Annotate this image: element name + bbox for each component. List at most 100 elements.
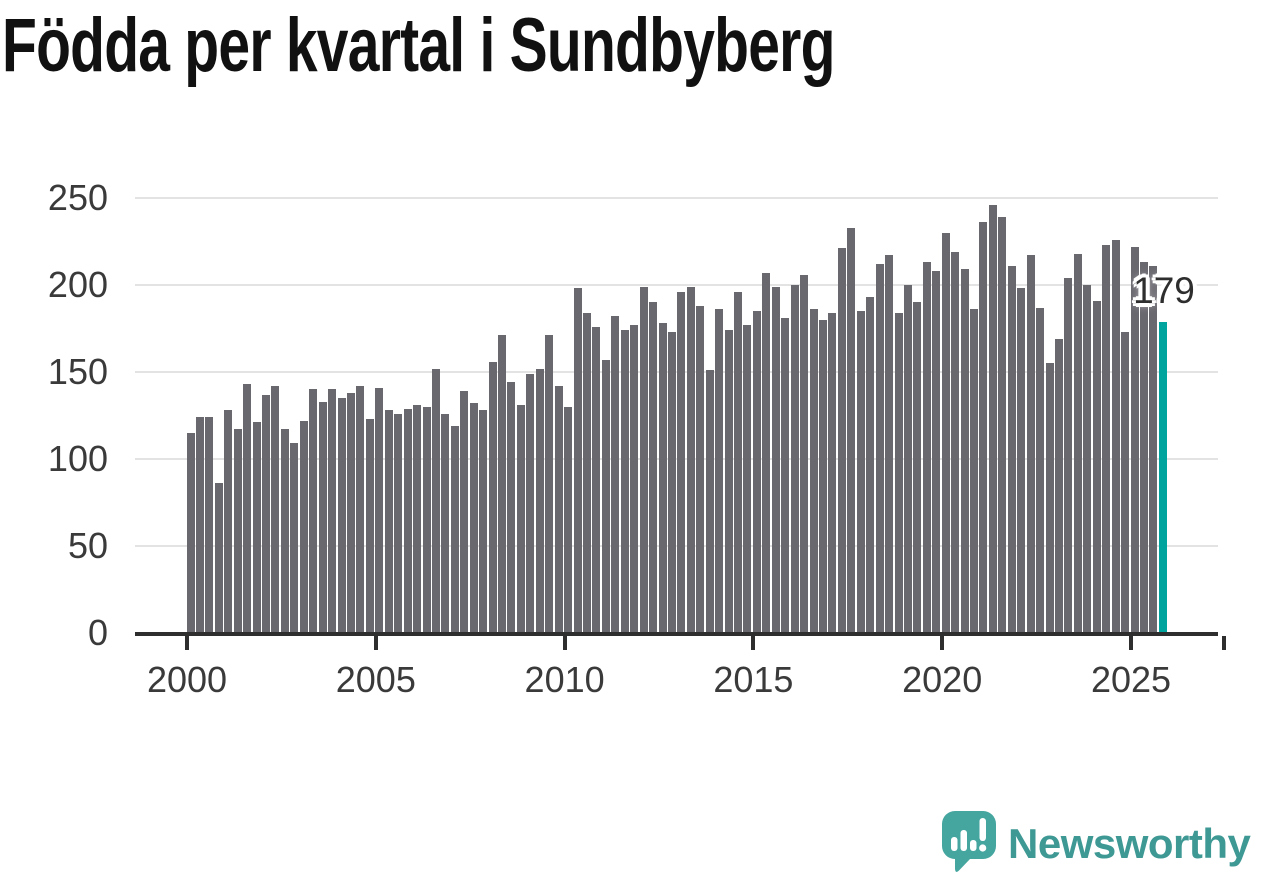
- bar-2019q2: [913, 302, 922, 633]
- bar-2009q1: [526, 373, 535, 633]
- bar-2010q4: [592, 326, 601, 633]
- gridline-150: [135, 371, 1218, 373]
- bar-2006q1: [413, 405, 422, 633]
- bar-2023q1: [1054, 338, 1063, 633]
- bar-2003q3: [318, 401, 327, 633]
- bar-2006q3: [431, 368, 440, 633]
- bar-2011q1: [601, 359, 610, 633]
- bar-2000q1: [186, 432, 195, 633]
- bar-2018q3: [885, 255, 894, 633]
- bar-2007q1: [450, 425, 459, 633]
- bar-2008q1: [488, 361, 497, 633]
- bar-2020q3: [960, 269, 969, 633]
- bar-2010q1: [564, 406, 573, 633]
- bar-2002q2: [271, 385, 280, 633]
- bar-2023q3: [1073, 253, 1082, 633]
- x-tick-2005: [373, 636, 378, 650]
- bar-2003q1: [299, 420, 308, 633]
- bar-2007q3: [469, 403, 478, 633]
- bar-2009q3: [545, 335, 554, 633]
- bar-2008q2: [498, 335, 507, 633]
- gridline-50: [135, 545, 1218, 547]
- bar-2005q2: [384, 410, 393, 633]
- bar-2016q4: [818, 319, 827, 633]
- bar-2007q4: [479, 410, 488, 633]
- bar-2021q3: [998, 217, 1007, 633]
- x-tick-2015: [751, 636, 756, 650]
- bar-2019q3: [922, 262, 931, 633]
- bar-2017q1: [828, 312, 837, 633]
- bar-2000q3: [205, 417, 214, 633]
- bar-2013q1: [677, 291, 686, 633]
- x-tick-2025: [1129, 636, 1133, 650]
- highlight-value-label: 179: [1133, 270, 1195, 311]
- x-axis-label-2020: 2020: [902, 659, 983, 700]
- bar-2019q4: [932, 271, 941, 633]
- bar-2010q2: [573, 288, 582, 633]
- bar-2012q3: [658, 323, 667, 633]
- y-axis-label-0: 0: [87, 612, 108, 653]
- bar-2000q2: [195, 417, 204, 633]
- bar-2022q1: [1017, 288, 1026, 633]
- bar-2020q1: [941, 232, 950, 633]
- bar-2002q1: [262, 394, 271, 633]
- x-tick-2020: [940, 636, 945, 650]
- bar-2023q2: [1064, 278, 1073, 633]
- x-tick-axis-end: [1222, 636, 1226, 650]
- chart-title: Födda per kvartal i Sundbyberg: [2, 3, 835, 88]
- bar-2004q1: [337, 398, 346, 633]
- bar-2014q3: [734, 291, 743, 633]
- bar-2010q3: [582, 312, 591, 633]
- bar-2015q4: [781, 318, 790, 633]
- x-axis-label-2005: 2005: [335, 659, 416, 700]
- y-axis-label-50: 50: [67, 525, 108, 566]
- bar-2004q3: [356, 385, 365, 633]
- y-axis-label-100: 100: [47, 438, 108, 479]
- bar-2012q4: [667, 331, 676, 633]
- bar-2008q4: [516, 405, 525, 633]
- bar-2017q3: [847, 227, 856, 633]
- bar-2017q4: [856, 311, 865, 633]
- gridline-100: [135, 458, 1218, 460]
- bar-2011q4: [630, 325, 639, 633]
- bar-2000q4: [214, 483, 223, 633]
- bar-2023q4: [1083, 285, 1092, 633]
- bar-2001q2: [233, 429, 242, 633]
- bar-2003q2: [309, 389, 318, 633]
- bar-2004q2: [346, 392, 355, 633]
- bar-2015q2: [762, 272, 771, 633]
- bar-2012q1: [639, 286, 648, 633]
- bar-2005q1: [375, 387, 384, 633]
- bar-2017q2: [837, 248, 846, 633]
- bar-2007q2: [460, 391, 469, 633]
- newsworthy-wordmark: Newsworthy: [1008, 820, 1251, 867]
- bar-2008q3: [507, 382, 516, 633]
- bar-2016q2: [800, 274, 809, 633]
- bar-2018q1: [866, 297, 875, 633]
- bar-2018q4: [894, 312, 903, 633]
- bar-2014q1: [715, 309, 724, 633]
- bar-2022q3: [1036, 307, 1045, 633]
- bar-2011q3: [620, 330, 629, 633]
- x-axis-line: [135, 632, 1218, 636]
- x-axis-label-2000: 2000: [146, 659, 228, 700]
- bar-2001q4: [252, 422, 261, 633]
- bar-2009q2: [535, 368, 544, 633]
- gridline-200: [135, 284, 1218, 286]
- bar-2020q4: [970, 309, 979, 633]
- bar-2014q4: [743, 325, 752, 633]
- bar-2022q2: [1026, 255, 1035, 633]
- bar-2001q1: [224, 410, 233, 633]
- bar-2002q4: [290, 443, 299, 633]
- bar-2025q3: [1149, 265, 1158, 633]
- bar-2006q2: [422, 406, 431, 633]
- y-axis-label-200: 200: [47, 264, 108, 305]
- bar-2003q4: [328, 389, 337, 633]
- bar-2002q3: [280, 429, 289, 633]
- x-axis-label-2010: 2010: [524, 659, 605, 700]
- bar-2024q4: [1121, 331, 1130, 633]
- x-axis-label-2025: 2025: [1090, 659, 1172, 700]
- bar-2025q1: [1130, 246, 1139, 633]
- x-axis-label-2015: 2015: [713, 659, 794, 700]
- bar-2021q1: [979, 222, 988, 633]
